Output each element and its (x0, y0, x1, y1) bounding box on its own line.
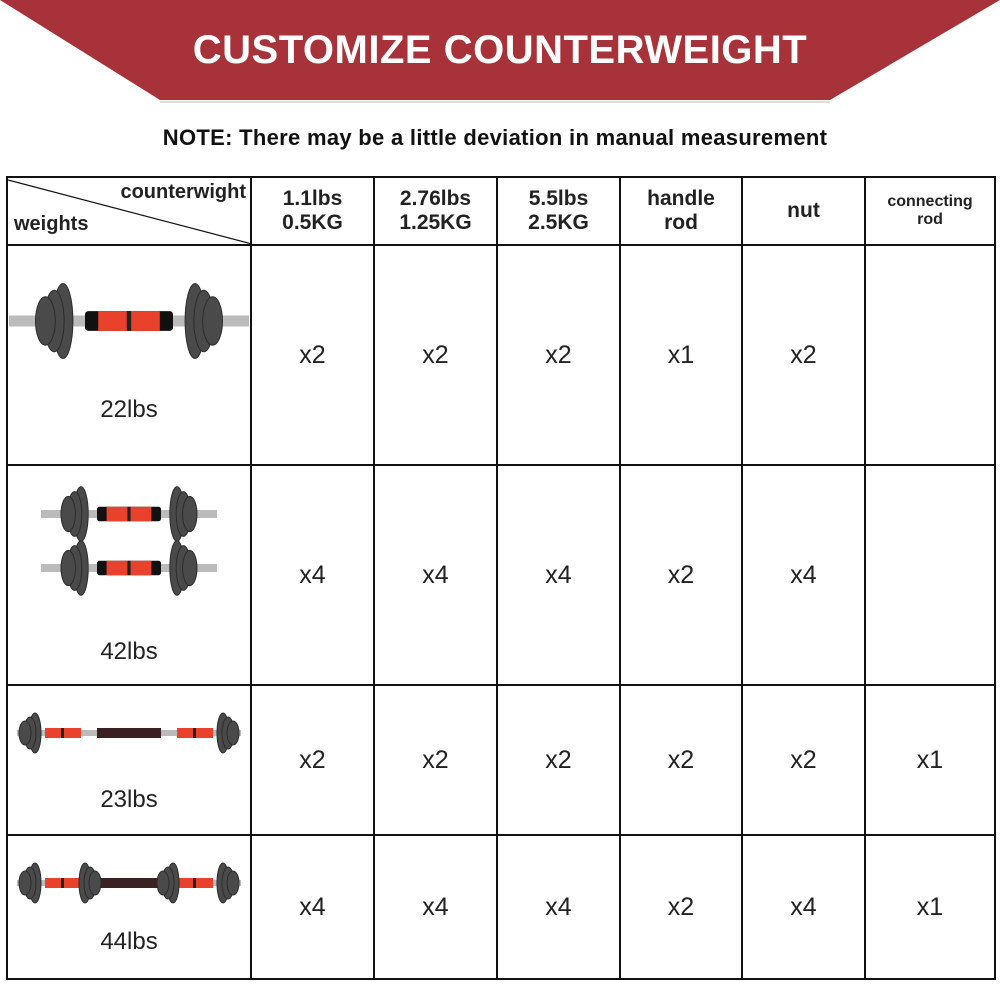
table-row: 23lbs x2 x2 x2 x2 x2 x1 (6, 684, 996, 836)
quantity-cell: x4 (250, 464, 375, 686)
header-row: counterwight weights 1.1lbs 0.5KG 2.76lbs… (6, 176, 996, 246)
column-header: handle rod (619, 176, 743, 246)
quantity-cell: x4 (496, 464, 621, 686)
table-row: 22lbs x2 x2 x2 x1 x2 (6, 244, 996, 466)
quantity-cell: x1 (864, 834, 996, 980)
single-dumbbell-image (8, 276, 250, 366)
measurement-note: NOTE: There may be a little deviation in… (162, 125, 828, 150)
quantity-cell: x1 (619, 244, 743, 466)
quantity-cell (864, 464, 996, 686)
header-line: 5.5lbs (528, 187, 589, 210)
quantity-cell: x2 (619, 684, 743, 836)
barbell-image (8, 708, 250, 758)
quantity-cell: x4 (741, 464, 866, 686)
banner-background (0, 0, 1000, 103)
quantity-cell: x1 (864, 684, 996, 836)
quantity-cell: x2 (741, 244, 866, 466)
quantity-cell: x2 (741, 684, 866, 836)
weight-label: 44lbs (100, 928, 158, 955)
header-line: handle (647, 187, 715, 210)
quantity-cell: x2 (250, 684, 375, 836)
column-header: 5.5lbs 2.5KG (496, 176, 621, 246)
diagonal-divider (8, 179, 252, 244)
weights-label: weights (14, 213, 89, 235)
quantity-cell (864, 244, 996, 466)
quantity-cell: x2 (619, 464, 743, 686)
weight-label: 23lbs (100, 786, 158, 813)
quantity-cell: x4 (373, 464, 498, 686)
counterweight-label: counterwight (120, 181, 246, 203)
weight-cell: 22lbs (6, 244, 252, 466)
header-line: nut (787, 199, 820, 222)
column-header: 2.76lbs 1.25KG (373, 176, 498, 246)
column-header: nut (741, 176, 866, 246)
banner-title: CUSTOMIZE COUNTERWEIGHT (192, 28, 808, 72)
quantity-cell: x4 (496, 834, 621, 980)
quantity-cell: x4 (741, 834, 866, 980)
weight-cell: 42lbs (6, 464, 252, 686)
column-header: connecting rod (864, 176, 996, 246)
quantity-cell: x2 (373, 244, 498, 466)
table-row: 44lbs x4 x4 x4 x2 x4 x1 (6, 834, 996, 980)
weight-cell: 44lbs (6, 834, 252, 980)
counterweight-table: counterwight weights 1.1lbs 0.5KG 2.76lbs… (6, 176, 996, 980)
weight-cell: 23lbs (6, 684, 252, 836)
quantity-cell: x4 (373, 834, 498, 980)
quantity-cell: x2 (250, 244, 375, 466)
pair-of-dumbbells-image (8, 486, 250, 596)
header-line: 2.76lbs (399, 187, 472, 210)
quantity-cell: x2 (373, 684, 498, 836)
header-line: 0.5KG (282, 211, 343, 234)
corner-header: counterwight weights (6, 176, 252, 246)
header-line: connecting (887, 193, 973, 210)
quantity-cell: x2 (496, 244, 621, 466)
quantity-cell: x2 (619, 834, 743, 980)
header-line: 1.25KG (399, 211, 472, 234)
table-row: 42lbs x4 x4 x4 x2 x4 (6, 464, 996, 686)
column-header: 1.1lbs 0.5KG (250, 176, 375, 246)
barbell-full-image (8, 858, 250, 908)
header-line: rod (664, 211, 698, 234)
header-line: 1.1lbs (282, 187, 343, 210)
quantity-cell: x4 (250, 834, 375, 980)
weight-label: 22lbs (100, 396, 158, 423)
quantity-cell: x2 (496, 684, 621, 836)
weight-label: 42lbs (100, 638, 158, 665)
header-line: 2.5KG (528, 211, 589, 234)
header-line: rod (917, 211, 943, 228)
